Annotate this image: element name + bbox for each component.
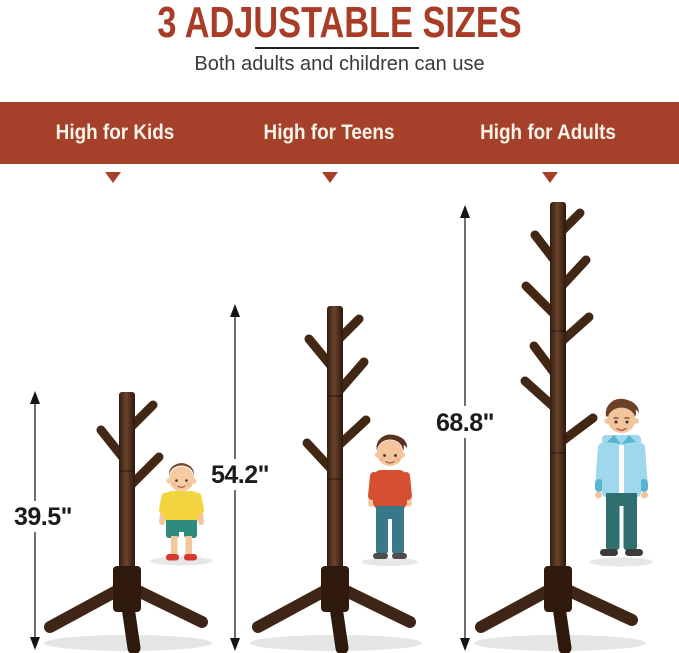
dimension-arrow-medium (230, 304, 240, 651)
page-title: 3 ADJUSTABLE SIZES (157, 0, 522, 47)
coat-rack-tall (474, 202, 646, 653)
height-label-medium: 54.2" (203, 461, 277, 490)
subtitle: Both adults and children can use (194, 53, 485, 75)
size-banner: High for Kids High for Teens High for Ad… (0, 102, 679, 164)
banner-label-adults: High for Adults (480, 121, 616, 144)
height-label-short: 39.5" (6, 503, 80, 532)
teen-illustration (362, 434, 418, 566)
coat-rack-medium (250, 306, 422, 653)
triangle-down-icon (542, 172, 558, 183)
banner-label-kids: High for Kids (55, 121, 175, 144)
height-label-tall: 68.8" (428, 409, 502, 438)
triangle-down-icon (105, 172, 121, 183)
adult-illustration (589, 398, 654, 567)
child-illustration (150, 463, 213, 566)
triangle-down-icon (322, 172, 338, 183)
coat-rack-short (44, 392, 212, 653)
dimension-arrow-short (30, 391, 40, 650)
dimension-arrow-tall (460, 205, 470, 651)
title-underline (255, 47, 419, 49)
banner-label-teens: High for Teens (263, 121, 395, 144)
